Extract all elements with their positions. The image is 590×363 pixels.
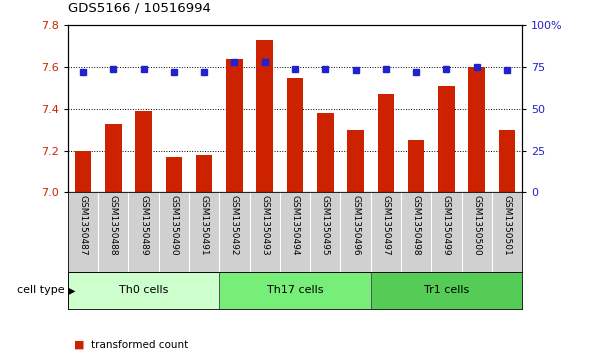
Text: GSM1350501: GSM1350501 [503, 195, 512, 256]
Bar [196, 155, 212, 192]
Bar [499, 130, 515, 192]
Text: GSM1350487: GSM1350487 [78, 195, 87, 256]
Text: GSM1350495: GSM1350495 [321, 195, 330, 256]
Text: transformed count: transformed count [91, 340, 189, 350]
Bar [75, 151, 91, 192]
Bar [135, 111, 152, 192]
Bar [378, 94, 394, 192]
Bar [408, 140, 424, 192]
Bar [105, 123, 122, 192]
Text: Tr1 cells: Tr1 cells [424, 285, 469, 295]
Text: Th17 cells: Th17 cells [267, 285, 323, 295]
Text: GSM1350497: GSM1350497 [381, 195, 391, 256]
Text: GSM1350492: GSM1350492 [230, 195, 239, 255]
Text: ▶: ▶ [68, 285, 76, 295]
Bar [219, 272, 371, 309]
Bar [371, 272, 522, 309]
Bar [468, 67, 485, 192]
Text: GSM1350489: GSM1350489 [139, 195, 148, 256]
Bar [226, 59, 242, 192]
Text: GSM1350494: GSM1350494 [290, 195, 300, 255]
Text: GSM1350500: GSM1350500 [472, 195, 481, 256]
Bar [287, 78, 303, 192]
Text: GSM1350491: GSM1350491 [199, 195, 209, 256]
Bar [438, 86, 455, 192]
Text: Th0 cells: Th0 cells [119, 285, 168, 295]
Bar [348, 130, 364, 192]
Text: cell type: cell type [17, 285, 65, 295]
Text: GDS5166 / 10516994: GDS5166 / 10516994 [68, 1, 211, 15]
Text: GSM1350499: GSM1350499 [442, 195, 451, 256]
Bar [257, 40, 273, 192]
Text: GSM1350496: GSM1350496 [351, 195, 360, 256]
Text: GSM1350498: GSM1350498 [412, 195, 421, 256]
Bar [166, 157, 182, 192]
Bar [317, 113, 333, 192]
Bar [68, 272, 219, 309]
Text: ■: ■ [74, 340, 84, 350]
Text: GSM1350493: GSM1350493 [260, 195, 269, 256]
Text: GSM1350488: GSM1350488 [109, 195, 118, 256]
Text: GSM1350490: GSM1350490 [169, 195, 178, 256]
